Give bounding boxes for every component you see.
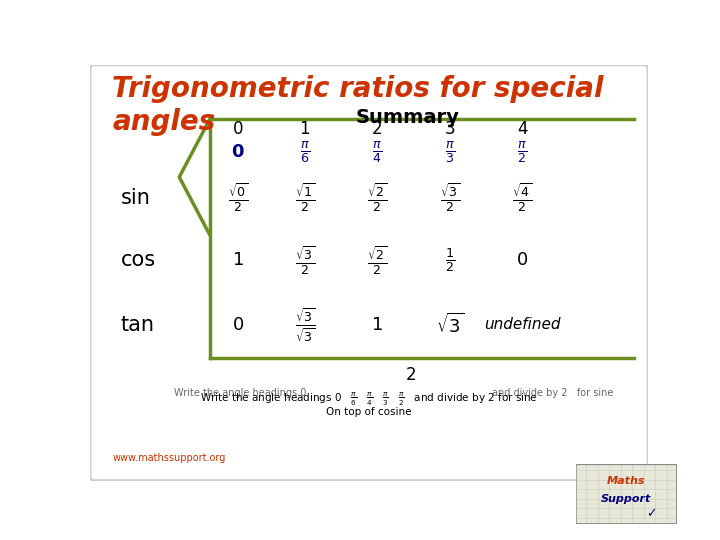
Text: $\frac{\pi}{3}$: $\frac{\pi}{3}$: [445, 139, 455, 165]
Text: $\frac{1}{2}$: $\frac{1}{2}$: [445, 246, 455, 274]
Text: $\sqrt{3}$: $\sqrt{3}$: [436, 313, 464, 337]
FancyBboxPatch shape: [576, 464, 677, 524]
Text: www.mathssupport.org: www.mathssupport.org: [112, 453, 225, 463]
Text: $1$: $1$: [372, 316, 383, 334]
Text: $\frac{\sqrt{3}}{\sqrt{3}}$: $\frac{\sqrt{3}}{\sqrt{3}}$: [294, 306, 315, 343]
Text: $\frac{\pi}{4}$: $\frac{\pi}{4}$: [372, 139, 382, 165]
Text: $\frac{\sqrt{0}}{2}$: $\frac{\sqrt{0}}{2}$: [228, 181, 248, 214]
FancyBboxPatch shape: [90, 65, 648, 481]
Text: tan: tan: [121, 315, 155, 335]
Text: 3: 3: [444, 120, 455, 138]
Text: $\frac{\sqrt{2}}{2}$: $\frac{\sqrt{2}}{2}$: [367, 181, 387, 214]
Text: Write the angle headings 0: Write the angle headings 0: [174, 388, 306, 399]
Text: $\frac{\sqrt{3}}{2}$: $\frac{\sqrt{3}}{2}$: [440, 181, 460, 214]
Text: Trigonometric ratios for special: Trigonometric ratios for special: [112, 75, 604, 103]
Text: 1: 1: [300, 120, 310, 138]
Text: 2: 2: [372, 120, 383, 138]
Text: Write the angle headings 0   $\frac{\pi}{6}$   $\frac{\pi}{4}$   $\frac{\pi}{3}$: Write the angle headings 0 $\frac{\pi}{6…: [200, 391, 538, 408]
Text: 4: 4: [517, 120, 528, 138]
Text: $\frac{\sqrt{2}}{2}$: $\frac{\sqrt{2}}{2}$: [367, 244, 387, 276]
Text: $1$: $1$: [232, 251, 244, 269]
Text: Summary: Summary: [356, 109, 460, 127]
Text: Maths: Maths: [607, 476, 646, 486]
Text: $\frac{\pi}{6}$: $\frac{\pi}{6}$: [300, 139, 310, 165]
Text: 0: 0: [233, 120, 243, 138]
Text: sin: sin: [121, 188, 150, 208]
Text: $\frac{\sqrt{1}}{2}$: $\frac{\sqrt{1}}{2}$: [294, 181, 315, 214]
Text: cos: cos: [121, 250, 156, 270]
Text: $0$: $0$: [516, 251, 528, 269]
Text: undefined: undefined: [485, 317, 561, 332]
Text: angles: angles: [112, 109, 215, 137]
Text: $\frac{\sqrt{4}}{2}$: $\frac{\sqrt{4}}{2}$: [512, 181, 533, 214]
Text: $\frac{\sqrt{3}}{2}$: $\frac{\sqrt{3}}{2}$: [294, 244, 315, 276]
Text: and divide by 2   for sine: and divide by 2 for sine: [492, 388, 613, 399]
Text: $\frac{\pi}{2}$: $\frac{\pi}{2}$: [518, 139, 528, 165]
Text: $2$: $2$: [405, 366, 416, 383]
Text: $\checkmark$: $\checkmark$: [647, 507, 657, 519]
Text: $\mathbf{0}$: $\mathbf{0}$: [231, 143, 245, 161]
Text: $0$: $0$: [232, 316, 244, 334]
Text: Support: Support: [601, 494, 652, 504]
Text: On top of cosine: On top of cosine: [326, 407, 412, 417]
